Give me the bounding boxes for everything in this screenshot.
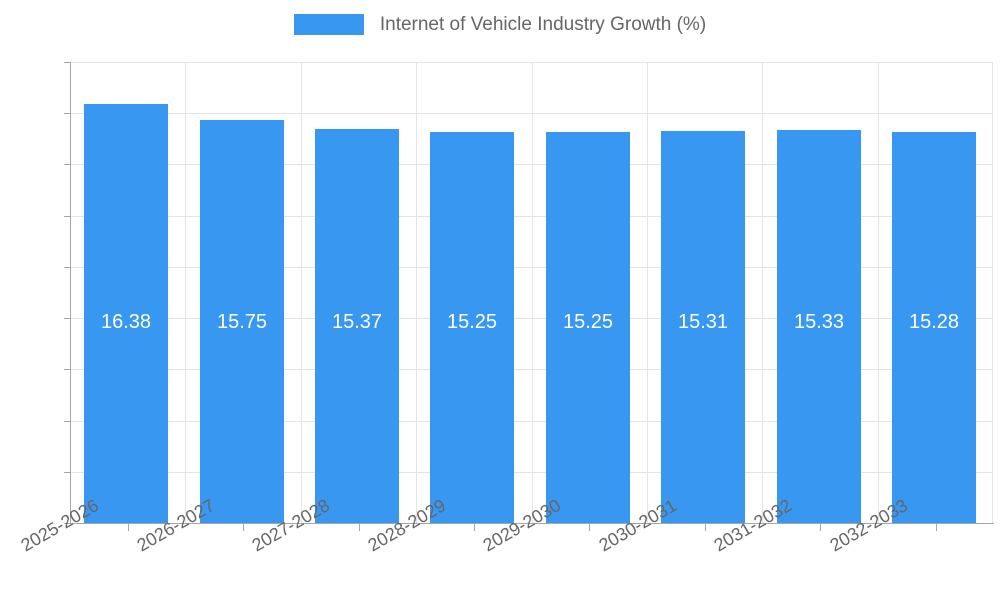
bar-2025-2026[interactable] [84, 103, 168, 523]
bar-2028-2029[interactable] [430, 132, 514, 523]
legend-label: Internet of Vehicle Industry Growth (%) [379, 14, 707, 35]
gridline-horizontal [70, 267, 993, 268]
legend-item-series-1[interactable]: Internet of Vehicle Industry Growth (%) [293, 14, 707, 35]
gridline-horizontal [70, 472, 993, 473]
gridline-horizontal [70, 62, 993, 63]
y-axis-tick [64, 164, 70, 165]
gridline-horizontal [70, 421, 993, 422]
gridline-horizontal [70, 369, 993, 370]
gridline-horizontal [70, 318, 993, 319]
gridline-vertical [185, 62, 186, 523]
y-axis-tick [64, 523, 70, 524]
y-axis-tick [64, 62, 70, 63]
gridline-horizontal [70, 164, 993, 165]
bar-2027-2028[interactable] [315, 129, 399, 523]
y-axis-tick [64, 421, 70, 422]
bar-2029-2030[interactable] [546, 132, 630, 523]
gridline-vertical [762, 62, 763, 523]
bar-2031-2032[interactable] [777, 130, 861, 523]
gridline-vertical [647, 62, 648, 523]
gridline-vertical [301, 62, 302, 523]
x-axis-tick [243, 524, 244, 531]
x-axis-tick [359, 524, 360, 531]
bar-2030-2031[interactable] [661, 130, 745, 523]
y-axis-tick [64, 267, 70, 268]
y-axis-tick [64, 113, 70, 114]
gridline-vertical [878, 62, 879, 523]
gridline-vertical [416, 62, 417, 523]
y-axis-tick [64, 472, 70, 473]
gridline-vertical [532, 62, 533, 523]
bar-2032-2033[interactable] [892, 131, 976, 523]
y-axis-tick [64, 318, 70, 319]
gridline-horizontal [70, 113, 993, 114]
legend-color-swatch-icon [293, 14, 364, 35]
plot-right-border [992, 62, 993, 523]
y-axis-tick [64, 369, 70, 370]
chart-legend: Internet of Vehicle Industry Growth (%) [0, 14, 1000, 35]
x-axis-category-label: 2025-2026 [17, 495, 103, 556]
x-axis-tick [705, 524, 706, 531]
x-axis-tick [936, 524, 937, 531]
gridline-horizontal [70, 216, 993, 217]
x-axis-tick [128, 524, 129, 531]
x-axis-tick [474, 524, 475, 531]
y-axis-tick [64, 216, 70, 217]
x-axis-tick [820, 524, 821, 531]
x-axis-line [70, 523, 994, 524]
x-axis-tick [589, 524, 590, 531]
bar-2026-2027[interactable] [200, 119, 284, 523]
y-axis-line [70, 62, 71, 524]
plot-area: 16.38 15.75 15.37 15.25 15.25 15.31 15.3… [70, 62, 993, 524]
